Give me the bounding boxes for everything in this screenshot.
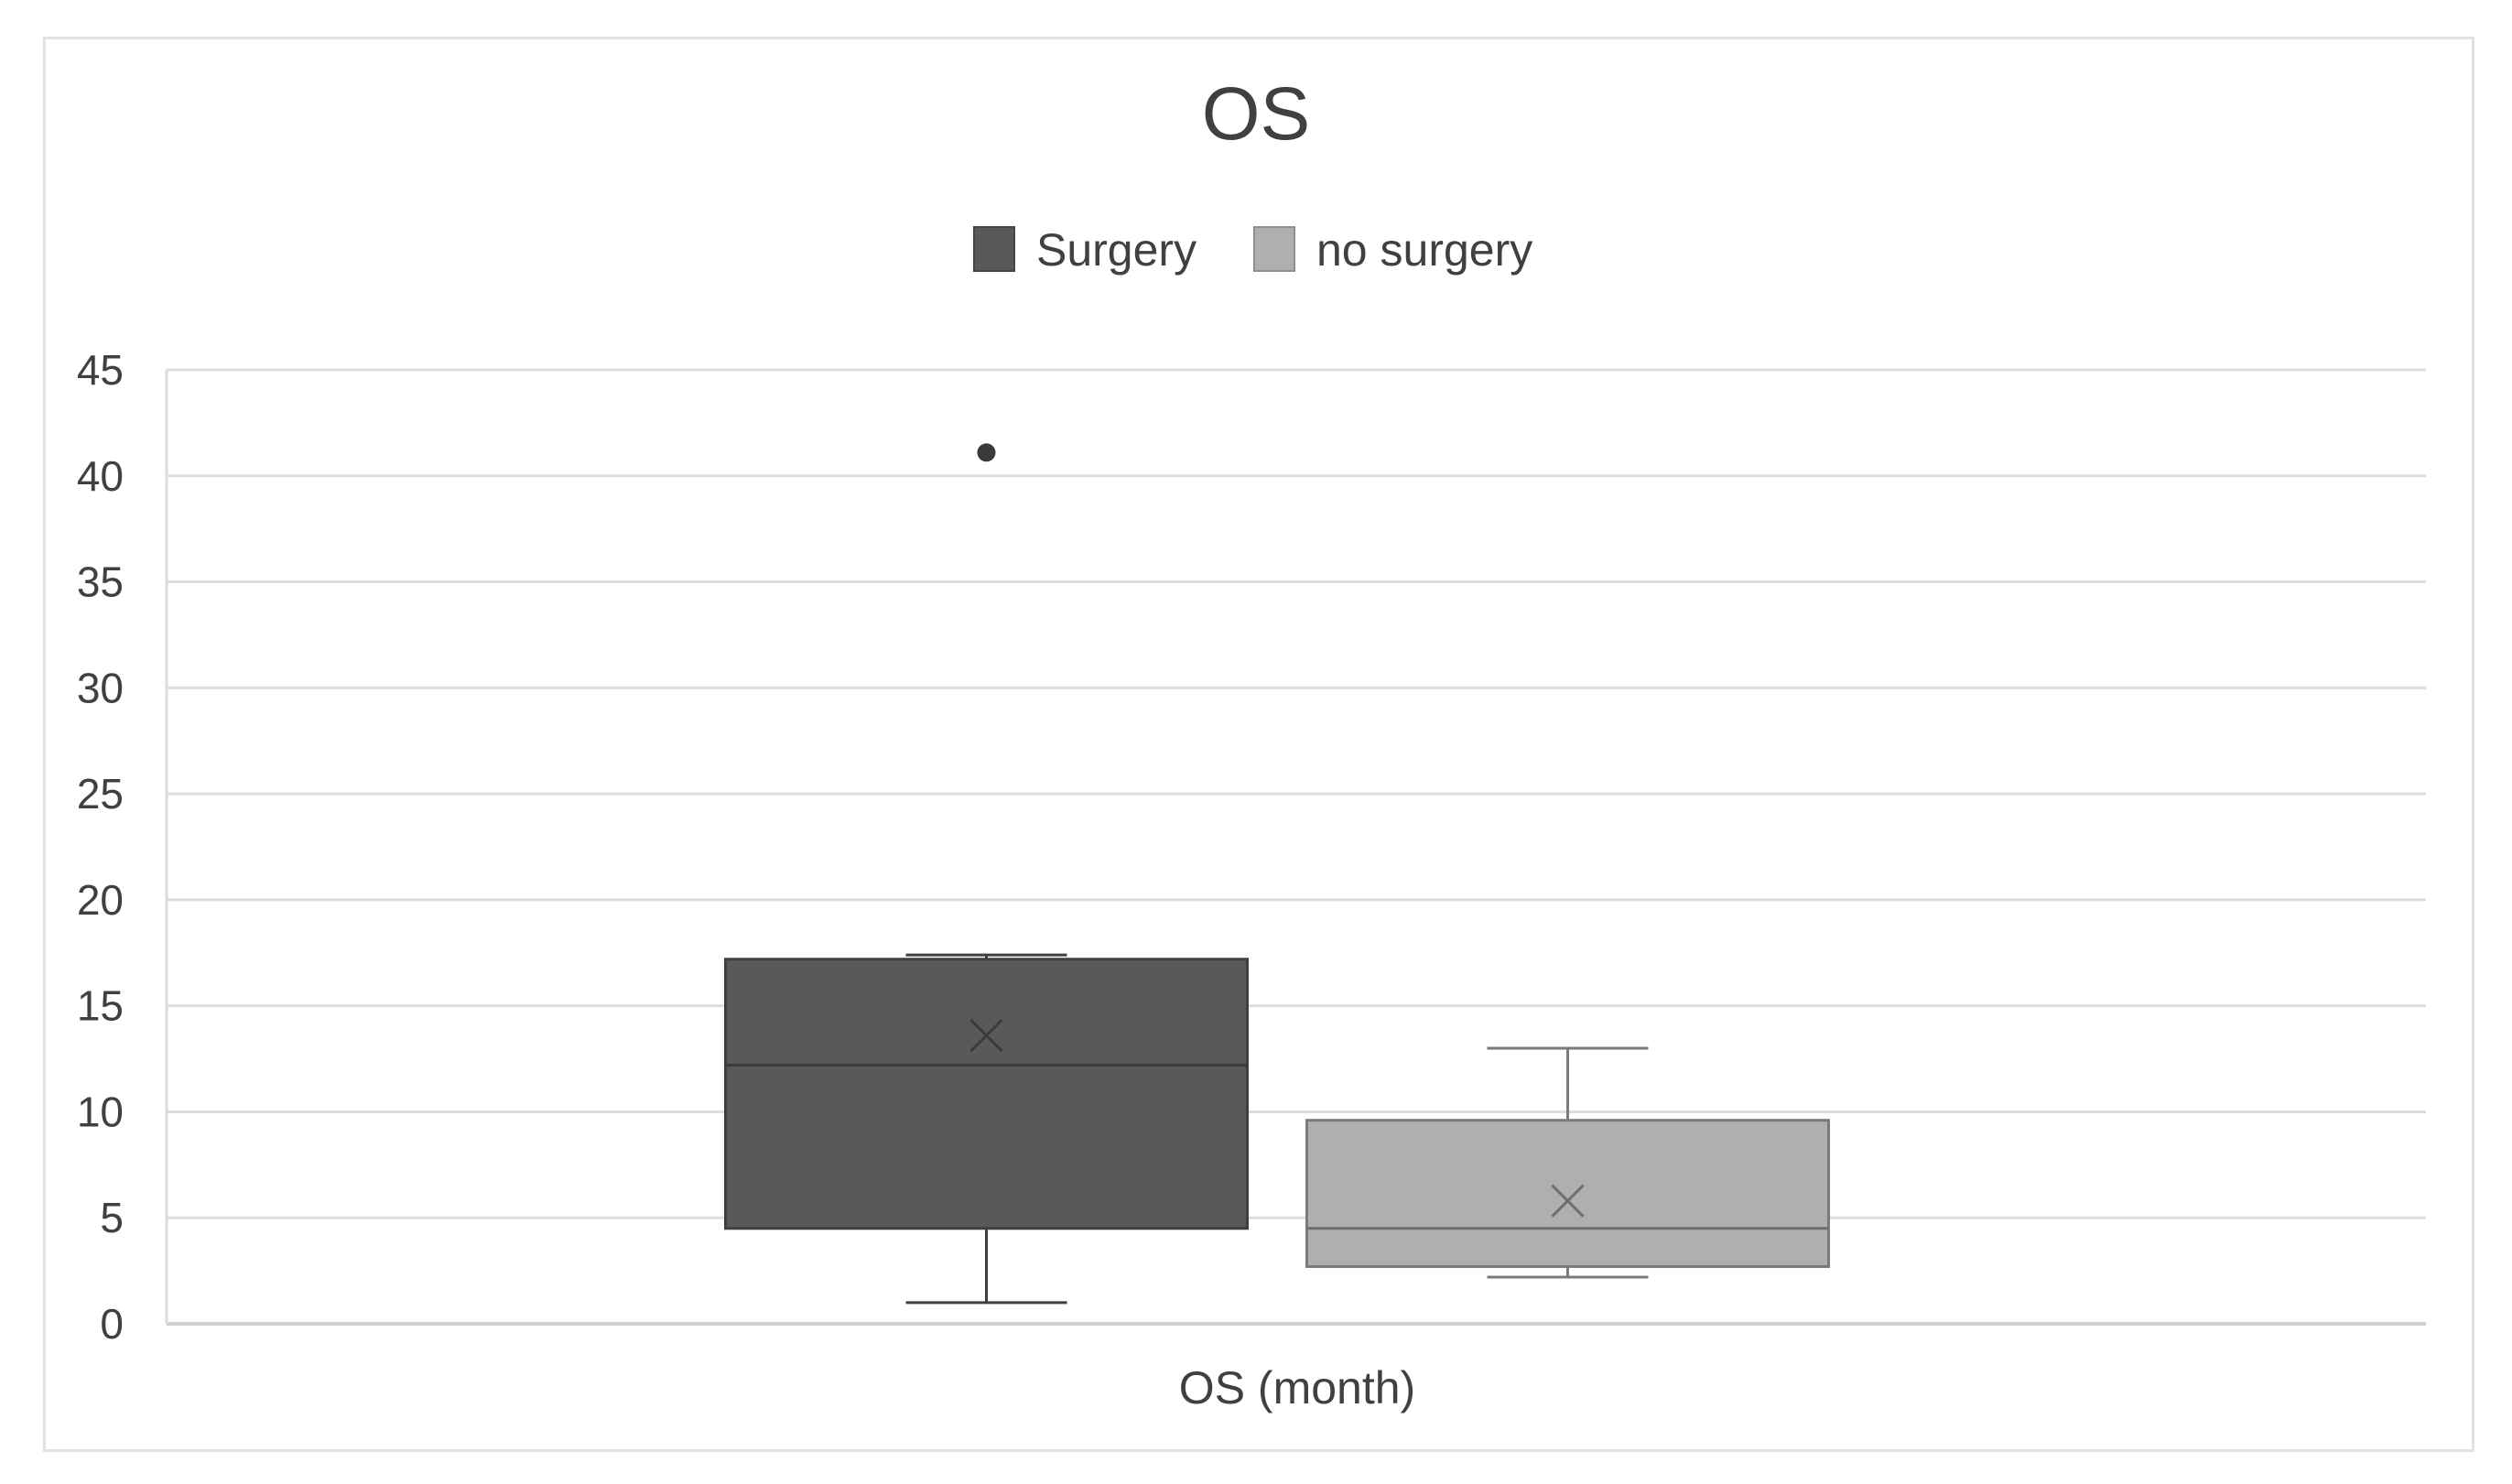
y-tick-label: 10 [77, 1088, 124, 1135]
y-tick-label: 35 [77, 558, 124, 606]
legend-swatch-surgery [973, 226, 1015, 272]
box-plot-no-surgery [1305, 1046, 1830, 1279]
box-plot-surgery [724, 443, 1249, 1305]
y-tick-label: 45 [77, 346, 124, 394]
y-tick-label: 25 [77, 770, 124, 818]
y-tick-label: 0 [100, 1300, 124, 1348]
y-tick-label: 20 [77, 876, 124, 924]
y-tick-label: 15 [77, 982, 124, 1030]
legend-swatch-no-surgery [1253, 226, 1295, 272]
legend: Surgery no surgery [973, 224, 1532, 276]
box-plots [724, 443, 1830, 1305]
outlier-point [977, 443, 996, 462]
mean-marker [1551, 1184, 1585, 1218]
y-tick-label: 5 [100, 1194, 124, 1241]
y-tick-label: 30 [77, 664, 124, 711]
y-axis-ticks: 0 5 10 15 20 25 30 35 40 45 [77, 346, 124, 1348]
y-tick-label: 40 [77, 452, 124, 500]
gridlines [165, 368, 2426, 1326]
legend-label-no-surgery: no surgery [1316, 224, 1532, 276]
mean-marker [969, 1019, 1003, 1053]
legend-label-surgery: Surgery [1036, 224, 1196, 276]
x-axis-label: OS (month) [1179, 1362, 1415, 1414]
chart-frame [43, 37, 2474, 1452]
box-iqr [1305, 1119, 1830, 1268]
chart-title: OS [1202, 72, 1310, 156]
box-iqr [724, 958, 1249, 1230]
